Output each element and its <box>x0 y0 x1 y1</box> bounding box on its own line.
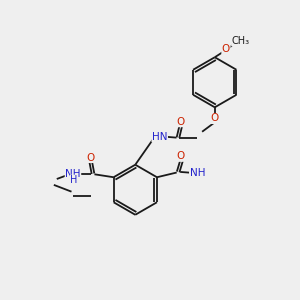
Text: O: O <box>211 113 219 124</box>
Text: CH₃: CH₃ <box>232 36 250 46</box>
Text: O: O <box>177 117 185 127</box>
Text: O: O <box>86 152 95 163</box>
Text: HN: HN <box>152 132 167 142</box>
Text: O: O <box>176 151 184 161</box>
Text: NH: NH <box>190 168 205 178</box>
Text: H: H <box>70 175 77 185</box>
Text: NH: NH <box>65 169 81 179</box>
Text: O: O <box>222 44 230 54</box>
